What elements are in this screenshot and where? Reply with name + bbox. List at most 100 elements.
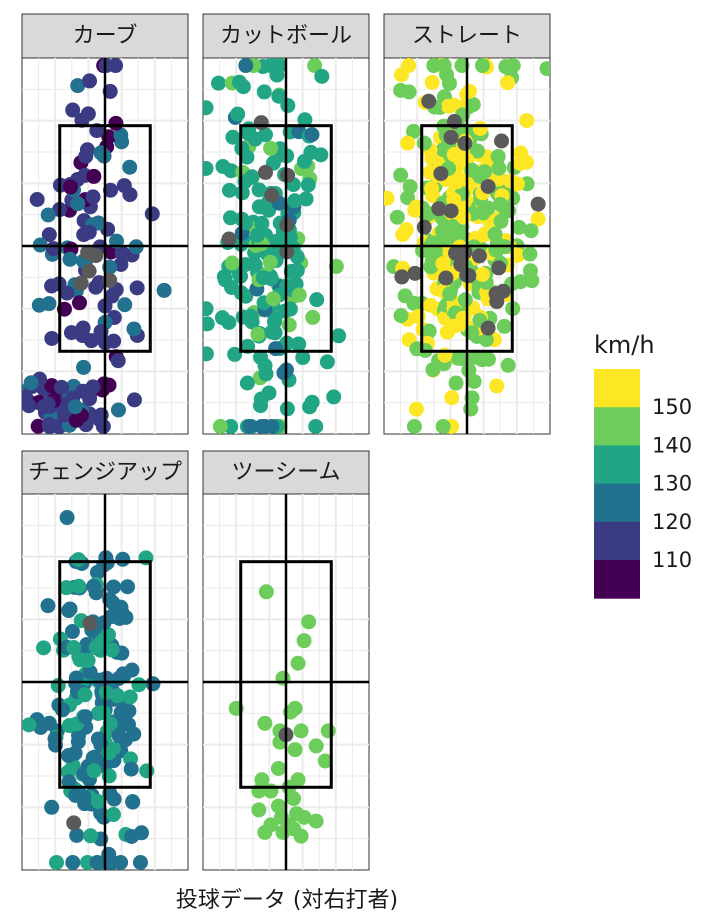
- pitch-point: [426, 58, 442, 74]
- pitch-point: [295, 350, 311, 366]
- pitch-point-na: [257, 164, 273, 180]
- pitch-point: [71, 578, 87, 594]
- pitch-point: [63, 325, 79, 341]
- pitch-point: [75, 320, 91, 336]
- facet-strip: [202, 13, 370, 59]
- pitch-point: [268, 341, 284, 357]
- pitch-point: [40, 207, 56, 223]
- pitch-point: [493, 213, 509, 229]
- pitch-point: [122, 159, 138, 175]
- pitch-point: [393, 82, 409, 98]
- pitch-point: [225, 129, 241, 145]
- pitch-point-na: [448, 245, 464, 261]
- pitch-point: [68, 670, 84, 686]
- pitch-point: [113, 256, 129, 272]
- pitch-point: [263, 140, 279, 156]
- pitch-point: [54, 379, 70, 395]
- pitch-point-na: [431, 201, 447, 217]
- pitch-point-na: [530, 196, 546, 212]
- pitch-point-na: [81, 263, 97, 279]
- pitch-point: [86, 168, 102, 184]
- pitch-point: [439, 324, 455, 340]
- pitch-point: [505, 58, 521, 74]
- pitch-point: [57, 407, 73, 423]
- pitch-point: [466, 373, 482, 389]
- points-layer: [203, 58, 347, 434]
- pitch-point-na: [253, 115, 269, 131]
- pitch-point: [280, 98, 296, 114]
- pitch-point: [254, 772, 270, 788]
- x-axis-title: 投球データ (対右打者): [176, 888, 398, 913]
- pitch-point: [111, 728, 127, 744]
- pitch-point: [120, 579, 136, 595]
- pitch-point: [49, 854, 65, 870]
- pitch-point: [230, 106, 246, 122]
- pitch-point: [68, 412, 84, 428]
- pitch-point: [264, 324, 280, 340]
- pitch-point: [290, 655, 306, 671]
- pitch-point: [304, 394, 320, 410]
- pitch-point: [114, 245, 130, 261]
- pitch-point: [203, 100, 214, 116]
- pitch-point: [83, 828, 99, 844]
- legend-label: 140: [652, 433, 692, 457]
- pitch-point: [384, 190, 395, 206]
- pitch-point: [308, 418, 324, 434]
- pitch-point: [425, 188, 441, 204]
- pitch-point: [123, 761, 139, 777]
- pitch-point: [298, 191, 314, 207]
- pitch-point: [442, 286, 458, 302]
- pitch-point: [98, 670, 114, 686]
- pitch-point: [70, 734, 86, 750]
- pitch-point: [500, 75, 516, 91]
- pitch-point: [488, 242, 504, 258]
- pitch-point: [203, 316, 215, 332]
- pitch-point: [475, 205, 491, 221]
- pitch-point-na: [407, 265, 423, 281]
- pitch-point: [513, 145, 529, 161]
- pitch-point: [86, 578, 102, 594]
- pitch-point: [314, 68, 330, 84]
- pitch-point: [389, 209, 405, 225]
- facet-label: カーブ: [73, 24, 138, 49]
- pitch-point: [63, 179, 79, 195]
- pitch-point: [270, 760, 286, 776]
- pitch-point: [424, 74, 440, 90]
- legend-label: 130: [652, 472, 692, 496]
- pitch-point-na: [443, 203, 459, 219]
- pitch-point: [231, 74, 247, 90]
- pitch-point: [22, 398, 37, 414]
- points-layer: [228, 584, 336, 844]
- pitch-point: [62, 601, 78, 617]
- facet-label: チェンジアップ: [28, 460, 182, 485]
- pitch-point: [487, 226, 503, 242]
- pitch-point: [257, 824, 273, 840]
- pitch-point: [71, 295, 87, 311]
- pitch-point: [113, 854, 129, 870]
- pitch-point: [406, 418, 422, 434]
- pitch-point: [30, 418, 46, 434]
- facet-panel: ストレート: [383, 13, 551, 435]
- pitch-point: [461, 83, 477, 99]
- pitch-point: [132, 854, 148, 870]
- pitch-point-na: [416, 219, 432, 235]
- pitch-point-na: [264, 187, 280, 203]
- pitch-point: [270, 798, 286, 814]
- pitch-point: [106, 791, 122, 807]
- pitch-point: [82, 664, 98, 680]
- facet-strip: [21, 13, 189, 59]
- pitch-point: [301, 614, 317, 630]
- facet-panel: カットボール: [202, 13, 370, 435]
- pitch-point: [122, 187, 138, 203]
- pitch-point: [67, 399, 83, 415]
- facet-panel: カーブ: [21, 13, 189, 435]
- pitch-point-na: [495, 283, 511, 299]
- pitch-point: [64, 624, 80, 640]
- pitch-point: [211, 75, 227, 91]
- pitch-point: [422, 297, 438, 313]
- pitch-point: [317, 753, 333, 769]
- pitch-point: [203, 301, 214, 317]
- pitch-point: [131, 677, 147, 693]
- facet-strip: [21, 450, 189, 495]
